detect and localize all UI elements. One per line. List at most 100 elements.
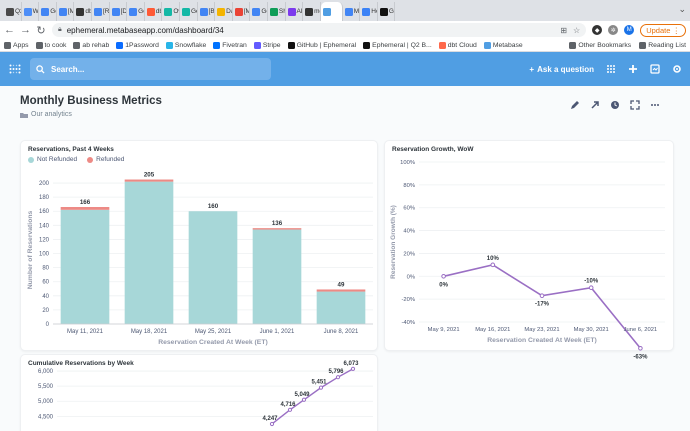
bookmark-favicon-icon xyxy=(213,41,221,49)
bookmark-label: ab rehab xyxy=(82,41,110,49)
bookmark-item[interactable]: Stripe xyxy=(253,41,281,49)
update-button[interactable]: Update ⋮ xyxy=(640,23,686,37)
browser-tab[interactable]: All xyxy=(286,2,304,21)
browser-tab[interactable]: Ho xyxy=(360,2,378,21)
collection-label: Our analytics xyxy=(31,111,72,118)
bookmark-item[interactable]: Fivetran xyxy=(213,41,247,49)
browser-tab[interactable]: [Re xyxy=(92,2,110,21)
tab-search-icon[interactable]: ⌄ xyxy=(678,4,686,14)
legend-item-refunded[interactable]: Refunded xyxy=(87,156,124,163)
search-input[interactable]: Search... xyxy=(30,58,271,80)
data-label: -63% xyxy=(633,354,648,360)
browser-tab[interactable]: Gli xyxy=(378,2,396,21)
bookmark-item[interactable]: to cook xyxy=(35,41,66,49)
tab-favicon-icon xyxy=(305,7,314,16)
browser-tab[interactable]: Ov xyxy=(162,2,180,21)
bar-total-label: 136 xyxy=(272,220,283,227)
settings-gear-icon[interactable] xyxy=(672,64,682,74)
bookmark-item[interactable]: ab rehab xyxy=(73,41,110,49)
series-line xyxy=(271,368,354,425)
bookmark-item[interactable]: Metabase xyxy=(483,41,523,49)
tab-favicon-icon xyxy=(181,7,190,16)
card-reservation-growth-wow[interactable]: Reservation Growth, WoW 100% 80% 60% 40% 20%… xyxy=(384,140,674,360)
share-arrow-icon[interactable] xyxy=(590,100,600,110)
browser-tab[interactable]: Sh xyxy=(268,2,286,21)
collection-breadcrumb[interactable]: Our analytics xyxy=(20,111,72,118)
data-label: 5,049 xyxy=(294,392,310,398)
browser-tab[interactable] xyxy=(320,2,343,21)
activity-icon[interactable] xyxy=(650,64,660,74)
x-axis-title: Reservation Created At Week (ET) xyxy=(158,339,268,346)
browser-tab[interactable]: Go xyxy=(127,2,145,21)
site-settings-icon[interactable]: ⊞ xyxy=(560,25,568,35)
bookmark-item[interactable]: dbt Cloud xyxy=(438,41,477,49)
reload-icon[interactable]: ↻ xyxy=(36,24,46,37)
browser-tab[interactable]: [Br xyxy=(198,2,216,21)
card-reservations-past-4-weeks[interactable]: Reservations, Past 4 Weeks Not Refunded … xyxy=(20,140,378,351)
browser-tab[interactable]: Q2 xyxy=(4,2,22,21)
dashboard-title[interactable]: Monthly Business Metrics xyxy=(20,95,162,107)
auto-refresh-clock-icon[interactable] xyxy=(610,100,620,110)
browser-tab[interactable]: [M xyxy=(233,2,251,21)
browser-tab[interactable]: Go xyxy=(39,2,57,21)
dashboard-actions xyxy=(570,100,660,110)
card-title[interactable]: Cumulative Reservations by Week xyxy=(28,360,134,367)
back-icon[interactable]: ← xyxy=(4,24,15,36)
new-plus-icon[interactable] xyxy=(628,64,638,74)
bookmark-item[interactable]: Ephemeral | Q2 B... xyxy=(363,41,432,49)
address-bar[interactable]: 🔒︎ ephemeral.metabaseapp.com/dashboard/3… xyxy=(52,23,587,37)
forward-icon[interactable]: → xyxy=(20,24,31,36)
bookmark-item[interactable]: 1Password xyxy=(116,41,159,49)
bookmark-item[interactable]: Apps xyxy=(4,41,29,49)
y-tick-label: -40% xyxy=(401,320,415,326)
other-bookmarks-label: Other Bookmarks xyxy=(578,41,632,49)
reading-list[interactable]: Reading List xyxy=(639,41,686,49)
bookmark-star-icon[interactable]: ☆ xyxy=(573,25,581,35)
extension-icon[interactable]: ◆ xyxy=(592,25,603,35)
profile-avatar[interactable]: M xyxy=(624,25,635,35)
edit-pencil-icon[interactable] xyxy=(570,100,580,110)
bookmark-item[interactable]: Snowflake xyxy=(165,41,207,49)
legend-item-not-refunded[interactable]: Not Refunded xyxy=(28,156,77,163)
bookmark-item[interactable]: GitHub | Ephemeral xyxy=(287,41,356,49)
card-title[interactable]: Reservations, Past 4 Weeks xyxy=(28,146,114,153)
browser-tab[interactable]: Da xyxy=(215,2,233,21)
y-tick-label: 80 xyxy=(42,266,49,272)
tab-label: Da xyxy=(226,8,232,15)
browser-tab[interactable]: Me xyxy=(343,2,361,21)
bar-refunded xyxy=(316,289,366,292)
tab-favicon-icon xyxy=(6,7,14,16)
browser-tab[interactable]: me xyxy=(303,2,321,21)
y-tick-label: 20% xyxy=(403,251,415,257)
metabase-logo-icon[interactable] xyxy=(0,64,30,74)
browser-tab[interactable]: Go xyxy=(250,2,268,21)
browser-tab[interactable]: db xyxy=(74,2,92,21)
browser-tab[interactable]: db xyxy=(145,2,163,21)
tab-label: Ov xyxy=(173,8,179,15)
tab-label: Sh xyxy=(278,8,285,15)
bar-not-refunded xyxy=(60,209,110,324)
card-title[interactable]: Reservation Growth, WoW xyxy=(392,146,474,153)
data-label: 10% xyxy=(487,256,500,262)
bookmark-label: Snowflake xyxy=(174,41,207,49)
bar-refunded xyxy=(252,228,302,230)
browser-tab[interactable]: [Di xyxy=(110,2,128,21)
browser-tab[interactable]: Ge xyxy=(180,2,198,21)
browser-tab[interactable]: We xyxy=(22,2,40,21)
bookmark-favicon-icon xyxy=(4,41,11,49)
more-options-icon[interactable] xyxy=(650,100,660,110)
other-bookmarks[interactable]: Other Bookmarks xyxy=(569,41,632,49)
data-point xyxy=(287,407,293,412)
tab-label: [Re xyxy=(102,8,110,15)
bookmark-favicon-icon xyxy=(363,41,371,49)
data-label: -17% xyxy=(535,302,550,308)
ask-question-button[interactable]: + Ask a question xyxy=(529,65,594,74)
extensions-puzzle-icon[interactable]: ✲ xyxy=(608,25,619,35)
fullscreen-icon[interactable] xyxy=(630,100,640,110)
data-point xyxy=(335,375,341,380)
browser-tab[interactable]: [M xyxy=(57,2,75,21)
tab-favicon-icon xyxy=(41,7,50,16)
bookmark-label: Apps xyxy=(13,41,29,49)
card-cumulative-reservations[interactable]: Cumulative Reservations by Week 6,000 5,5… xyxy=(20,354,378,431)
browse-data-icon[interactable] xyxy=(606,64,616,74)
